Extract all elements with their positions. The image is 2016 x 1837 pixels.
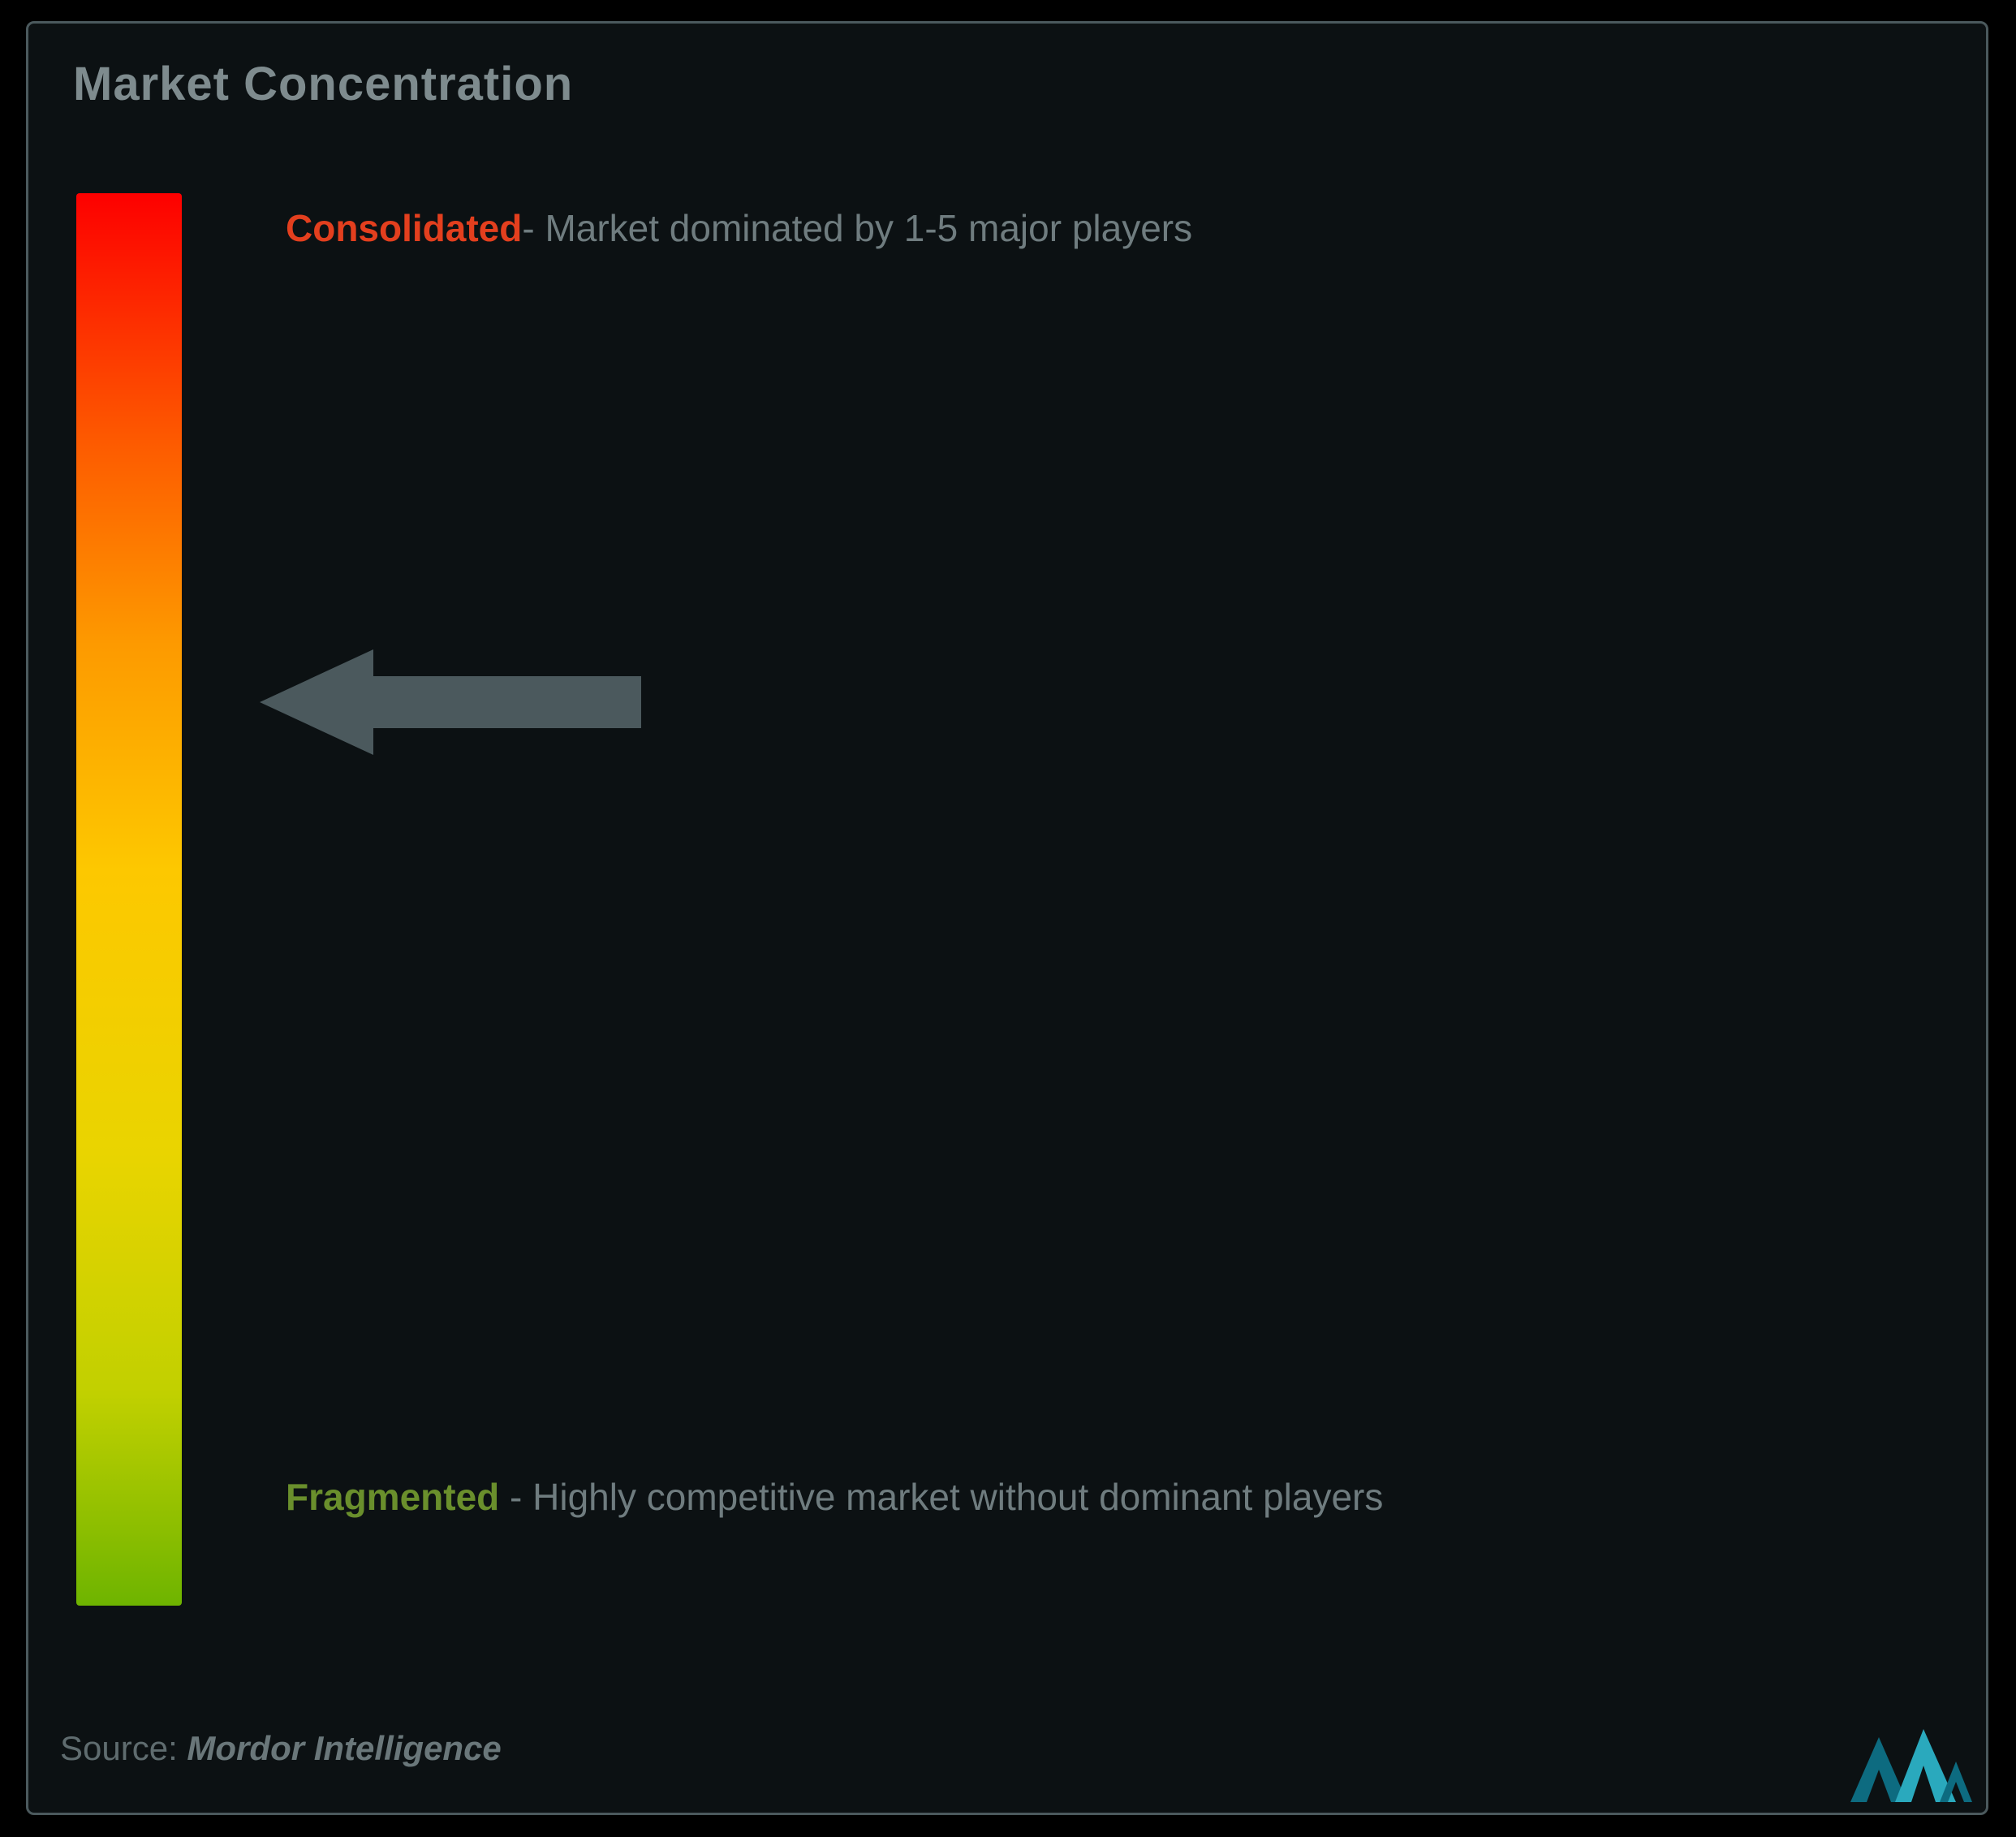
source-name: Mordor Intelligence bbox=[187, 1729, 501, 1767]
canvas: Market Concentration Consolidated- Marke… bbox=[0, 0, 2016, 1837]
fragmented-term: Fragmented bbox=[286, 1476, 499, 1518]
consolidated-label: Consolidated- Market dominated by 1-5 ma… bbox=[286, 193, 1828, 264]
mordor-logo bbox=[1850, 1721, 1972, 1802]
source-attribution: Source: Mordor Intelligence bbox=[60, 1729, 502, 1768]
consolidated-description: - Market dominated by 1-5 major players bbox=[522, 207, 1192, 249]
fragmented-description: - Highly competitive market without domi… bbox=[499, 1476, 1383, 1518]
infographic-panel bbox=[26, 21, 1988, 1815]
position-indicator-arrow bbox=[260, 649, 641, 755]
fragmented-label: Fragmented - Highly competitive market w… bbox=[286, 1461, 1828, 1534]
consolidated-term: Consolidated bbox=[286, 207, 522, 249]
concentration-gradient-bar bbox=[76, 193, 182, 1606]
mordor-logo-icon bbox=[1850, 1721, 1972, 1802]
arrow-left-icon bbox=[260, 649, 641, 755]
source-label: Source: bbox=[60, 1729, 187, 1767]
chart-title: Market Concentration bbox=[73, 57, 573, 111]
